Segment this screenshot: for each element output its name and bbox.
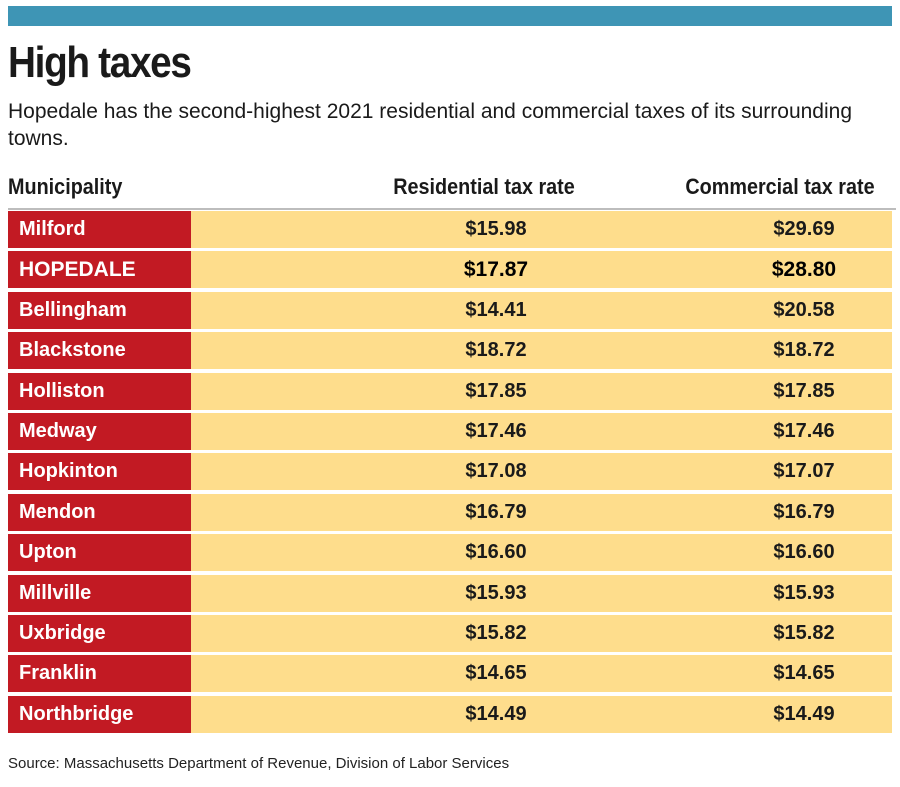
municipality-cell: Upton: [8, 534, 191, 572]
residential-rate-cell: $17.46: [465, 419, 527, 442]
source-note: Source: Massachusetts Department of Reve…: [8, 755, 510, 772]
residential-rate-cell: $15.98: [465, 218, 527, 240]
table-row: Millville $15.93 $15.93: [8, 574, 892, 612]
commercial-rate-cell: $18.72: [773, 339, 835, 362]
chart-title: High taxes: [8, 38, 192, 87]
municipality-cell: Mendon: [8, 493, 191, 531]
municipality-cell: Milford: [8, 211, 191, 248]
table-row: HOPEDALE $17.87 $28.80: [8, 251, 892, 289]
municipality-cell: Medway: [8, 412, 191, 450]
table-row: Upton $16.60 $16.60: [8, 534, 892, 572]
residential-rate-cell: $15.93: [465, 581, 527, 604]
table-row: Blackstone $18.72 $18.72: [8, 332, 892, 370]
municipality-cell: Bellingham: [8, 291, 191, 329]
commercial-rate-cell: $14.49: [773, 702, 835, 725]
commercial-rate-cell: $15.82: [773, 621, 835, 644]
commercial-rate-cell: $17.85: [773, 379, 835, 402]
header-divider: [8, 208, 896, 210]
municipality-cell: Franklin: [8, 655, 191, 693]
table-row: Uxbridge $15.82 $15.82: [8, 614, 892, 652]
commercial-rate-cell: $15.93: [773, 581, 835, 604]
residential-rate-cell: $17.85: [465, 379, 527, 402]
residential-rate-cell: $14.41: [465, 298, 527, 321]
table-row: Milford $15.98 $29.69: [8, 211, 892, 248]
commercial-rate-cell: $17.07: [773, 460, 835, 483]
residential-rate-cell: $17.08: [465, 460, 527, 483]
commercial-rate-cell: $16.79: [773, 500, 835, 523]
chart-subtitle: Hopedale has the second-highest 2021 res…: [8, 100, 852, 150]
municipality-cell: HOPEDALE: [8, 251, 191, 289]
residential-rate-cell: $14.49: [465, 702, 527, 725]
table-row: Franklin $14.65 $14.65: [8, 655, 892, 693]
table-row: Holliston $17.85 $17.85: [8, 372, 892, 410]
top-accent-bar: [8, 6, 892, 26]
tax-rate-table: Milford $15.98 $29.69 HOPEDALE $17.87 $28.80 B…: [8, 211, 892, 736]
municipality-cell: Holliston: [8, 372, 191, 410]
commercial-rate-cell: $28.80: [771, 258, 837, 282]
residential-rate-cell: $18.72: [465, 339, 527, 362]
municipality-cell: Millville: [8, 574, 191, 612]
municipality-cell: Uxbridge: [8, 614, 191, 652]
municipality-cell: Hopkinton: [8, 453, 191, 491]
municipality-cell: Northbridge: [8, 695, 191, 733]
table-row: Bellingham $14.41 $20.58: [8, 291, 892, 329]
residential-rate-cell: $14.65: [465, 662, 527, 685]
commercial-rate-cell: $17.46: [773, 419, 835, 442]
column-header-residential: Residential tax rate: [393, 174, 575, 199]
table-row: Mendon $16.79 $16.79: [8, 493, 892, 531]
table-row: Northbridge $14.49 $14.49: [8, 695, 892, 733]
residential-rate-cell: $15.82: [465, 621, 527, 644]
residential-rate-cell: $17.87: [463, 258, 529, 282]
commercial-rate-cell: $14.65: [773, 662, 835, 685]
residential-rate-cell: $16.79: [465, 500, 527, 523]
column-header-commercial: Commercial tax rate: [685, 174, 875, 199]
commercial-rate-cell: $29.69: [773, 218, 835, 240]
municipality-cell: Blackstone: [8, 332, 191, 370]
residential-rate-cell: $16.60: [465, 541, 527, 564]
table-row: Hopkinton $17.08 $17.07: [8, 453, 892, 491]
column-header-municipality: Municipality: [8, 174, 123, 199]
commercial-rate-cell: $20.58: [773, 298, 835, 321]
commercial-rate-cell: $16.60: [773, 541, 835, 564]
table-row: Medway $17.46 $17.46: [8, 412, 892, 450]
